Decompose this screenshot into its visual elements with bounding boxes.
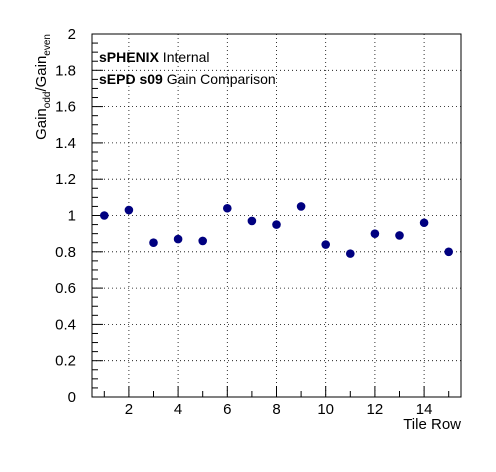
data-point — [100, 211, 109, 220]
data-point — [321, 240, 331, 249]
y-tick-label: 0.8 — [55, 244, 76, 261]
annotation-sepd-gain-comparison: sEPD s09 Gain Comparison — [99, 71, 276, 87]
annotation-normal: Internal — [159, 49, 210, 65]
data-point — [419, 218, 429, 228]
data-point — [272, 220, 281, 229]
y-label-base1: Gain — [33, 108, 50, 140]
y-tick-label: 0.4 — [55, 316, 76, 333]
x-tick-label: 10 — [317, 401, 334, 418]
svg-text:Gainodd/Gaineven: Gainodd/Gaineven — [33, 34, 53, 140]
y-tick-label: 1.2 — [55, 171, 76, 188]
x-tick-label: 2 — [125, 401, 133, 418]
data-point — [444, 247, 454, 257]
y-label-sep: / — [33, 87, 50, 92]
y-tick-label: 1.8 — [55, 62, 76, 79]
y-tick-label: 1.6 — [55, 99, 76, 116]
y-tick-label: 1.4 — [55, 135, 76, 152]
x-tick-label: 14 — [416, 401, 433, 418]
x-tick-label: 6 — [223, 401, 231, 418]
y-tick-label: 1 — [68, 208, 76, 225]
data-point — [395, 231, 404, 240]
axis-ticks: 2 4 6 8 10 12 14 0 0.2 0.4 0.6 0.8 1 1.2 1.4 1.6 1.8 2 — [55, 26, 450, 418]
data-point — [223, 203, 232, 213]
y-axis-label: Gainodd/Gaineven — [33, 34, 53, 140]
annotation-bold: sEPD s09 — [99, 71, 163, 87]
data-point — [247, 216, 257, 226]
data-point — [346, 249, 355, 258]
y-tick-label: 0.2 — [55, 353, 76, 370]
data-point — [173, 234, 183, 244]
data-point — [198, 236, 207, 246]
data-point — [149, 238, 158, 248]
annotation-normal: Gain Comparison — [163, 71, 276, 87]
y-tick-label: 2 — [68, 26, 76, 43]
y-tick-label: 0 — [68, 389, 76, 406]
x-axis-label: Tile Row — [403, 416, 461, 433]
y-label-base2: Gain — [33, 56, 50, 88]
x-tick-label: 12 — [367, 401, 384, 418]
x-tick-label: 4 — [174, 401, 182, 418]
annotation-bold: sPHENIX — [99, 49, 160, 65]
x-tick-label: 8 — [272, 401, 280, 418]
annotation-sphenix-internal: sPHENIX Internal — [99, 49, 210, 65]
y-tick-label: 0.6 — [55, 280, 76, 297]
grid — [92, 34, 461, 397]
data-point — [124, 205, 134, 215]
data-point — [296, 202, 306, 211]
data-points — [100, 202, 454, 258]
y-label-sub1: odd — [42, 92, 53, 109]
data-point — [370, 229, 380, 238]
y-label-sub2: even — [42, 34, 53, 56]
